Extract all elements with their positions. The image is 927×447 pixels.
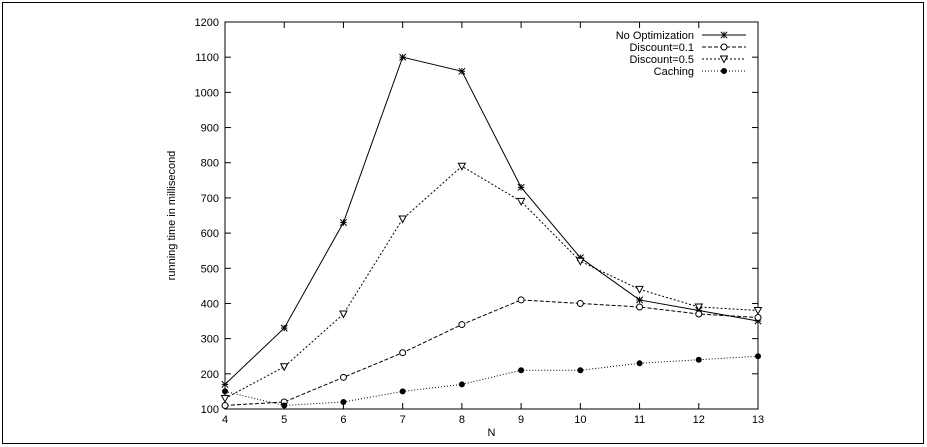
x-tick-label: 5 [281, 414, 287, 426]
data-point-series-2 [753, 306, 763, 316]
series-line-3 [224, 355, 759, 406]
legend-label: No Optimization [616, 30, 694, 42]
data-point-series-3 [695, 356, 702, 363]
data-point-series-0 [636, 296, 644, 304]
y-tick-label: 400 [201, 298, 219, 310]
data-point-series-1 [399, 349, 407, 357]
legend-label: Discount=0.1 [629, 42, 694, 54]
data-point-series-1 [458, 321, 466, 329]
y-tick-label: 1100 [195, 52, 219, 64]
data-point-series-1 [517, 296, 525, 304]
data-point-series-2 [398, 215, 408, 224]
data-point-series-2 [279, 363, 289, 372]
data-point-series-2 [339, 310, 348, 319]
y-tick-label: 500 [201, 263, 219, 275]
data-point-series-1 [695, 310, 703, 318]
data-point-series-3 [755, 353, 761, 360]
data-point-series-0 [280, 324, 288, 332]
data-point-series-3 [636, 360, 643, 367]
data-point-series-2 [575, 257, 585, 266]
x-tick-label: 6 [340, 414, 346, 426]
data-point-series-2 [694, 303, 704, 312]
data-point-series-1 [339, 373, 347, 381]
data-point-series-3 [577, 367, 584, 374]
data-point-series-1 [576, 299, 584, 307]
data-point-series-1 [636, 303, 644, 311]
legend-label: Caching [654, 66, 694, 78]
x-tick-label: 8 [459, 414, 465, 426]
data-point-series-2 [457, 162, 467, 171]
y-tick-label: 1200 [195, 17, 219, 29]
legend-marker [721, 68, 727, 74]
y-axis-title: running time in millisecond [166, 151, 178, 281]
y-tick-label: 800 [201, 158, 219, 170]
x-tick-label: 11 [634, 414, 645, 426]
x-tick-label: 4 [222, 414, 228, 426]
data-point-series-2 [635, 285, 644, 294]
data-point-series-0 [221, 380, 229, 388]
y-tick-label: 600 [201, 228, 219, 240]
y-tick-label: 100 [201, 404, 219, 416]
data-point-series-2 [516, 197, 526, 206]
data-point-series-3 [281, 402, 288, 409]
data-point-series-0 [517, 183, 525, 191]
data-point-series-0 [458, 67, 466, 75]
y-tick-label: 300 [201, 334, 219, 346]
data-point-series-0 [399, 53, 407, 61]
data-point-series-3 [518, 367, 525, 374]
x-axis-title: N [488, 427, 496, 439]
y-tick-label: 900 [201, 123, 219, 135]
data-point-series-1 [754, 314, 762, 322]
x-tick-label: 9 [518, 414, 524, 426]
data-point-series-2 [220, 394, 230, 404]
series-line-0 [224, 56, 759, 385]
data-point-series-0 [339, 218, 347, 227]
data-point-series-3 [399, 388, 406, 395]
plot-area-border [224, 21, 759, 410]
data-point-series-3 [222, 388, 228, 395]
x-tick-label: 12 [693, 414, 705, 426]
x-tick-label: 7 [400, 414, 406, 426]
data-point-series-1 [221, 401, 229, 409]
legend-marker [720, 43, 728, 51]
y-tick-label: 200 [201, 369, 219, 381]
series-line-2 [224, 165, 759, 399]
data-point-series-3 [340, 398, 347, 405]
legend-marker [720, 31, 728, 39]
legend-marker [719, 55, 729, 64]
x-tick-label: 13 [752, 414, 764, 426]
y-tick-label: 700 [201, 193, 219, 205]
legend-label: Discount=0.5 [629, 54, 694, 66]
data-point-series-3 [458, 381, 465, 388]
y-tick-label: 1000 [195, 87, 219, 99]
x-tick-label: 10 [574, 414, 586, 426]
series-line-1 [224, 299, 759, 406]
